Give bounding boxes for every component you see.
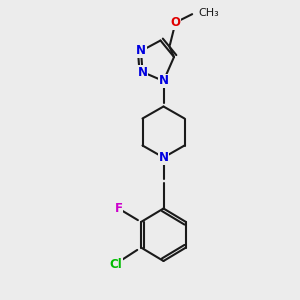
- Text: F: F: [115, 202, 122, 215]
- Text: N: N: [158, 74, 169, 88]
- Text: N: N: [137, 65, 148, 79]
- Text: Cl: Cl: [109, 257, 122, 271]
- Text: CH₃: CH₃: [198, 8, 219, 19]
- Text: N: N: [136, 44, 146, 58]
- Text: O: O: [170, 16, 181, 29]
- Text: N: N: [158, 151, 169, 164]
